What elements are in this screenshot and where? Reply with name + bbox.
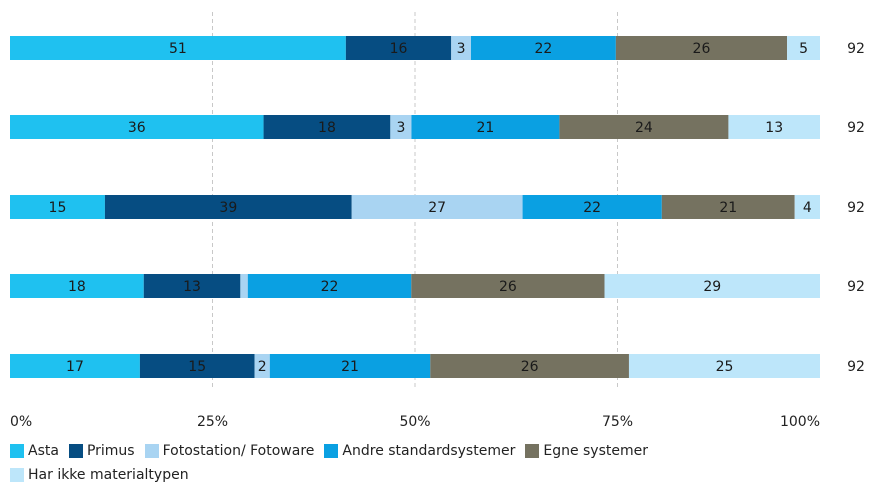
legend-swatch xyxy=(10,444,24,458)
row-total-label: 92 xyxy=(847,41,865,57)
row-total-label: 92 xyxy=(847,120,865,136)
legend-swatch xyxy=(10,468,24,482)
segment-value-label: 36 xyxy=(128,120,146,136)
bar-segment xyxy=(143,274,241,298)
bar-segment xyxy=(661,195,795,219)
bar-segment xyxy=(522,195,662,219)
segment-value-label: 5 xyxy=(799,41,808,57)
bar-segment xyxy=(10,115,264,139)
segment-value-label: 2 xyxy=(258,359,267,375)
segment-value-label: 15 xyxy=(49,200,67,216)
bar-segment xyxy=(104,195,352,219)
segment-value-label: 18 xyxy=(68,279,86,295)
segment-value-label: 21 xyxy=(719,200,737,216)
x-tick-label: 25% xyxy=(197,414,228,430)
bar-segment xyxy=(628,354,820,378)
legend-item: Fotostation/ Fotoware xyxy=(144,443,315,459)
bar-segment xyxy=(411,274,605,298)
segment-value-label: 16 xyxy=(390,41,408,57)
row-total-label: 92 xyxy=(847,279,865,295)
segment-value-label: 4 xyxy=(803,200,812,216)
segment-value-label: 27 xyxy=(428,200,446,216)
bar-segment xyxy=(10,36,346,60)
segment-value-label: 22 xyxy=(321,279,339,295)
segment-value-label: 51 xyxy=(169,41,187,57)
segment-value-label: 24 xyxy=(635,120,653,136)
legend-swatch xyxy=(324,444,339,458)
chart-legend: Asta Primus Fotostation/ Fotoware Andre sta… xyxy=(10,443,770,483)
legend-item: Primus xyxy=(68,443,135,459)
legend-swatch xyxy=(68,444,83,458)
segment-value-label: 29 xyxy=(703,279,721,295)
bar-segment xyxy=(390,115,412,139)
x-tick-label: 75% xyxy=(602,414,633,430)
segment-value-label: 39 xyxy=(219,200,237,216)
row-total-label: 92 xyxy=(847,359,865,375)
segment-value-label: 26 xyxy=(521,359,539,375)
legend-label: Egne systemer xyxy=(543,443,648,459)
bar-segment xyxy=(451,36,471,60)
segment-value-label: 26 xyxy=(499,279,517,295)
bar-segment xyxy=(10,274,144,298)
x-tick-label: 100% xyxy=(780,414,820,430)
legend-swatch xyxy=(525,444,540,458)
bar-segment xyxy=(269,354,431,378)
segment-value-label: 25 xyxy=(716,359,734,375)
bar-segment xyxy=(345,36,452,60)
bar-segment xyxy=(10,195,105,219)
bar-segment xyxy=(351,195,523,219)
bar-segment xyxy=(247,274,412,298)
bar-segment xyxy=(615,36,788,60)
legend-item: Har ikke materialtypen xyxy=(10,467,189,483)
bar-segment xyxy=(240,274,248,298)
segment-value-label: 22 xyxy=(583,200,601,216)
bar-segment xyxy=(794,195,820,219)
legend-item: Asta xyxy=(10,443,59,459)
bar-segment xyxy=(604,274,820,298)
legend-label: Asta xyxy=(28,443,59,459)
bar-segment xyxy=(470,36,616,60)
segment-value-label: 26 xyxy=(693,41,711,57)
bar-segment xyxy=(10,354,140,378)
x-tick-label: 0% xyxy=(10,414,32,430)
legend-label: Har ikke materialtypen xyxy=(28,467,189,483)
legend-item: Egne systemer xyxy=(525,443,648,459)
segment-value-label: 18 xyxy=(318,120,336,136)
bar-segment xyxy=(559,115,729,139)
bar-segment xyxy=(254,354,270,378)
bar-segment xyxy=(411,115,560,139)
bar-segment xyxy=(139,354,255,378)
legend-item: Andre standardsystemer xyxy=(324,443,515,459)
segment-value-label: 22 xyxy=(535,41,553,57)
segment-value-label: 13 xyxy=(765,120,783,136)
legend-label: Fotostation/ Fotoware xyxy=(162,443,315,459)
segment-value-label: 13 xyxy=(183,279,201,295)
segment-value-label: 3 xyxy=(396,120,405,136)
segment-value-label: 3 xyxy=(457,41,466,57)
bar-segment xyxy=(787,36,820,60)
segment-value-label: 21 xyxy=(341,359,359,375)
segment-value-label: 17 xyxy=(66,359,84,375)
bar-segment xyxy=(728,115,820,139)
bar-segment xyxy=(263,115,391,139)
row-total-label: 92 xyxy=(847,200,865,216)
legend-swatch xyxy=(144,444,159,458)
bar-segment xyxy=(430,354,629,378)
legend-label: Primus xyxy=(86,443,135,459)
legend-label: Andre standardsystemer xyxy=(342,443,516,459)
x-tick-label: 50% xyxy=(399,414,430,430)
segment-value-label: 15 xyxy=(188,359,206,375)
segment-value-label: 21 xyxy=(477,120,495,136)
